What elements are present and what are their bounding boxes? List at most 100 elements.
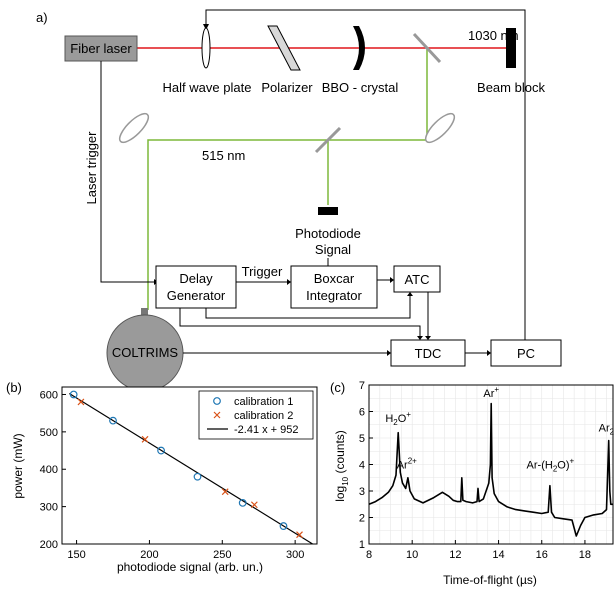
arrow-head: [203, 24, 209, 30]
calibration-1-point: [109, 416, 117, 425]
y-tick-label: 7: [359, 380, 365, 392]
calibration-2-points: [77, 398, 303, 539]
pc-feedback-line: [205, 9, 526, 340]
laser-trigger-line: [100, 61, 154, 283]
laser-trigger-label: Laser trigger: [84, 131, 99, 205]
x-tick-label: 150: [67, 549, 85, 561]
peak-label: H2O+: [385, 410, 411, 427]
bbo-crystal: [353, 26, 365, 70]
x-tick-label: 8: [366, 549, 372, 561]
calibration-1-point: [238, 498, 247, 507]
delay-tdc-line: [179, 308, 421, 336]
arrow-head: [390, 277, 394, 283]
plot-c-ylabel: log10 (counts): [333, 430, 350, 502]
coltrims-label: COLTRIMS: [112, 345, 179, 360]
panel-a-label: a): [36, 10, 48, 25]
legend-calibration-1: calibration 1: [234, 396, 293, 408]
beam-block-label: Beam block: [477, 80, 545, 95]
y-tick-label: 5: [359, 433, 365, 445]
arrow-head: [407, 292, 413, 296]
legend-circle-marker: [213, 397, 221, 405]
plot-b-legend: calibration 1 calibration 2 -2.41 x + 95…: [198, 390, 314, 440]
peak-annotations: H2O+ Ar2+ Ar+ Ar-(H2O)+ Ar2+: [385, 385, 614, 474]
delay-atc-line: [205, 296, 411, 319]
peak-label: Ar+: [483, 385, 499, 400]
legend-fit-equation: -2.41 x + 952: [234, 424, 299, 436]
atc-box: [393, 265, 441, 293]
calibration-1-points: [69, 390, 288, 530]
y-tick-label: 1: [359, 539, 365, 551]
polarizer: [267, 25, 301, 71]
wavelength-green-label: 515 nm: [202, 148, 245, 163]
pc-label: PC: [517, 346, 535, 361]
peak-label: Ar2+: [397, 456, 417, 471]
x-tick-label: 200: [140, 549, 158, 561]
y-tick-label: 300: [40, 502, 58, 514]
calibration-1-point: [69, 390, 78, 399]
atc-label: ATC: [404, 272, 429, 287]
calibration-2-point: [296, 531, 303, 539]
photodiode: [318, 207, 338, 215]
coltrims-port: [141, 308, 148, 316]
y-tick-label: 4: [359, 460, 365, 472]
arrow-head: [287, 279, 291, 285]
trigger-label: Trigger: [242, 264, 283, 279]
plot-b-ylabel: power (mW): [11, 433, 25, 498]
legend-x-marker: [213, 411, 221, 419]
tdc-box: [390, 339, 466, 367]
legend-calibration-2: calibration 2: [234, 410, 293, 422]
wavelength-ir-label: 1030 nm: [468, 28, 519, 43]
panel-c-label: (c): [330, 380, 345, 395]
calibration-1-point: [279, 522, 288, 530]
panel-a: a) Fiber laser Half wave plate Polarizer…: [36, 9, 562, 392]
beam-splitter: [314, 126, 342, 154]
peak-label: Ar-(H2O)+: [527, 456, 575, 473]
delay-generator-label-2: Generator: [167, 288, 226, 303]
arrow-head: [487, 350, 491, 356]
calibration-2-point: [250, 501, 258, 509]
calibration-1-point: [157, 446, 165, 455]
y-tick-label: 600: [40, 389, 58, 401]
boxcar-integrator-box: [290, 265, 378, 309]
x-tick-label: 12: [449, 549, 461, 561]
dichroic-mirror: [412, 32, 442, 64]
tof-spectrum-line: [368, 402, 613, 537]
fiber-laser-label: Fiber laser: [70, 41, 132, 56]
y-tick-label: 200: [40, 539, 58, 551]
tdc-label: TDC: [415, 346, 442, 361]
x-tick-label: 250: [213, 549, 231, 561]
plot-c-xlabel: Time-of-flight (µs): [443, 573, 537, 587]
half-wave-plate: [201, 27, 211, 69]
mirror-right: [424, 112, 456, 144]
green-beam: [147, 48, 428, 310]
x-tick-label: 10: [406, 549, 418, 561]
calibration-2-point: [141, 435, 149, 443]
y-tick-label: 2: [359, 513, 365, 525]
arrow-head: [387, 350, 391, 356]
mirror-left: [118, 112, 150, 144]
peak-label: Ar2+: [599, 422, 614, 436]
y-tick-label: 3: [359, 486, 365, 498]
polarizer-label: Polarizer: [261, 80, 313, 95]
boxcar-label-1: Boxcar: [314, 271, 355, 286]
calibration-2-point: [221, 488, 229, 496]
plot-c-frame: [368, 384, 614, 545]
x-tick-label: 300: [286, 549, 304, 561]
panel-b-label: (b): [6, 380, 22, 395]
y-tick-label: 400: [40, 464, 58, 476]
x-tick-label: 16: [536, 549, 548, 561]
x-tick-label: 14: [492, 549, 504, 561]
panel-b: (b) 150 200 250 300 200 300 400 500 600 photodio…: [6, 380, 318, 574]
legend-box: [198, 390, 314, 440]
x-tick-label: 18: [579, 549, 591, 561]
arrow-head: [425, 336, 431, 340]
arrow-head: [417, 336, 423, 340]
photodiode-label: Photodiode: [295, 226, 361, 241]
beam-block: [506, 28, 516, 68]
y-tick-label: 500: [40, 427, 58, 439]
delay-generator-box: [155, 265, 237, 309]
plot-b-xlabel: photodiode signal (arb. un.): [117, 560, 263, 574]
